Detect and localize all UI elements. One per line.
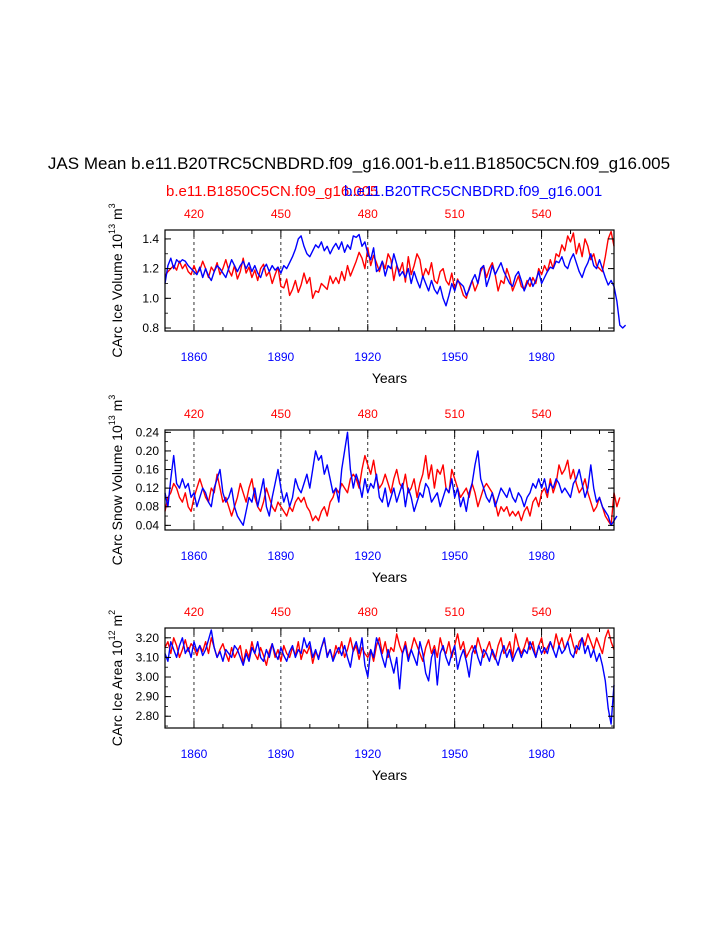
x-tick-label-top: 480 [358, 207, 378, 221]
x-tick-label-top: 540 [532, 407, 552, 421]
y-axis-label-text: CArc Snow Volume 10 [109, 425, 125, 565]
x-tick-label-bottom: 1980 [528, 350, 555, 364]
chart-ice_volume: 0.8 1.0 1.2 1.4 1860 1890 1920 1950 1980 420 450 48… [107, 203, 627, 386]
y-tick-label: 2.90 [136, 690, 160, 704]
x-tick-label-top: 450 [271, 605, 291, 619]
plot-frame [164, 627, 615, 729]
plot-frame [164, 429, 615, 531]
series-line-red [164, 629, 615, 666]
x-tick-label-bottom: 1950 [441, 747, 468, 761]
y-tick-label: 3.20 [136, 631, 160, 645]
x-tick-label-top: 480 [358, 605, 378, 619]
x-tick-label-top: 540 [532, 605, 552, 619]
x-tick-label-top: 540 [532, 207, 552, 221]
chart-snow_volume: 0.04 0.08 0.12 0.16 0.20 0.24 1860 1890 1920 1950… [107, 395, 621, 585]
y-tick-label: 3.10 [136, 650, 160, 664]
series-line-red [164, 454, 621, 526]
y-tick-label: 1.0 [142, 291, 159, 305]
y-tick-label: 2.80 [136, 709, 160, 723]
series-line-blue [164, 431, 618, 526]
chart-ice_area: 2.80 2.90 3.00 3.10 3.20 1860 1890 1920 1950 1980… [107, 605, 615, 783]
x-tick-label-top: 420 [184, 605, 204, 619]
y-axis-label-exponent: 3 [107, 395, 117, 400]
x-tick-label-top: 420 [184, 207, 204, 221]
x-axis-label: Years [372, 370, 407, 386]
x-tick-label-bottom: 1980 [528, 549, 555, 563]
x-tick-label-bottom: 1890 [268, 747, 295, 761]
x-tick-label-top: 510 [445, 605, 465, 619]
y-tick-label: 0.16 [136, 463, 160, 477]
x-axis-label: Years [372, 767, 407, 783]
y-tick-label: 3.00 [136, 670, 160, 684]
y-axis-label-exponent: 13 [107, 415, 117, 425]
y-tick-label: 0.20 [136, 444, 160, 458]
x-tick-label-top: 450 [271, 207, 291, 221]
x-tick-label-top: 480 [358, 407, 378, 421]
x-tick-label-top: 510 [445, 207, 465, 221]
y-tick-label: 1.2 [142, 262, 159, 276]
y-axis-label: CArc Snow Volume 1013 m3 [107, 395, 125, 566]
x-tick-label-bottom: 1950 [441, 350, 468, 364]
y-axis-label-text: CArc Ice Area 10 [109, 640, 125, 746]
x-tick-label-bottom: 1920 [354, 747, 381, 761]
y-tick-label: 0.24 [136, 425, 160, 439]
legend-blue-label: b.e11.B20TRC5CNBDRD.f09_g16.001 [344, 183, 602, 200]
x-tick-label-bottom: 1920 [354, 549, 381, 563]
x-tick-label-bottom: 1860 [181, 747, 208, 761]
x-tick-label-bottom: 1860 [181, 549, 208, 563]
y-tick-label: 0.12 [136, 481, 160, 495]
y-axis-label-text: CArc Ice Volume 10 [109, 234, 125, 358]
series-line-blue [164, 629, 615, 725]
x-tick-label-top: 420 [184, 407, 204, 421]
x-axis-label: Years [372, 569, 407, 585]
x-tick-label-top: 510 [445, 407, 465, 421]
x-tick-label-bottom: 1920 [354, 350, 381, 364]
plot-frame [164, 229, 615, 332]
x-tick-label-bottom: 1890 [268, 350, 295, 364]
y-axis-label: CArc Ice Volume 1013 m3 [107, 203, 125, 357]
x-tick-label-bottom: 1950 [441, 549, 468, 563]
series-line-blue [164, 233, 627, 329]
y-axis-label-text: m [109, 615, 125, 631]
y-tick-label: 0.04 [136, 518, 160, 532]
y-axis-label-exponent: 12 [107, 630, 117, 640]
y-axis-label: CArc Ice Area 1012 m2 [107, 610, 125, 746]
legend-red-label: b.e11.B1850C5CN.f09_g16.005 [166, 183, 378, 200]
y-tick-label: 0.08 [136, 500, 160, 514]
series-line-red [164, 230, 615, 299]
y-axis-label-text: m [109, 400, 125, 416]
x-tick-label-top: 450 [271, 407, 291, 421]
y-tick-label: 0.8 [142, 321, 159, 335]
x-tick-label-bottom: 1860 [181, 350, 208, 364]
y-axis-label-text: m [109, 208, 125, 224]
x-tick-label-bottom: 1980 [528, 747, 555, 761]
y-axis-label-exponent: 13 [107, 224, 117, 234]
chart-panels: 0.8 1.0 1.2 1.4 1860 1890 1920 1950 1980 420 450 48… [107, 203, 627, 783]
figure-title: JAS Mean b.e11.B20TRC5CNBDRD.f09_g16.001… [48, 154, 670, 173]
y-tick-label: 1.4 [142, 232, 159, 246]
y-axis-label-exponent: 2 [107, 610, 117, 615]
x-tick-label-bottom: 1890 [268, 549, 295, 563]
y-axis-label-exponent: 3 [107, 203, 117, 208]
